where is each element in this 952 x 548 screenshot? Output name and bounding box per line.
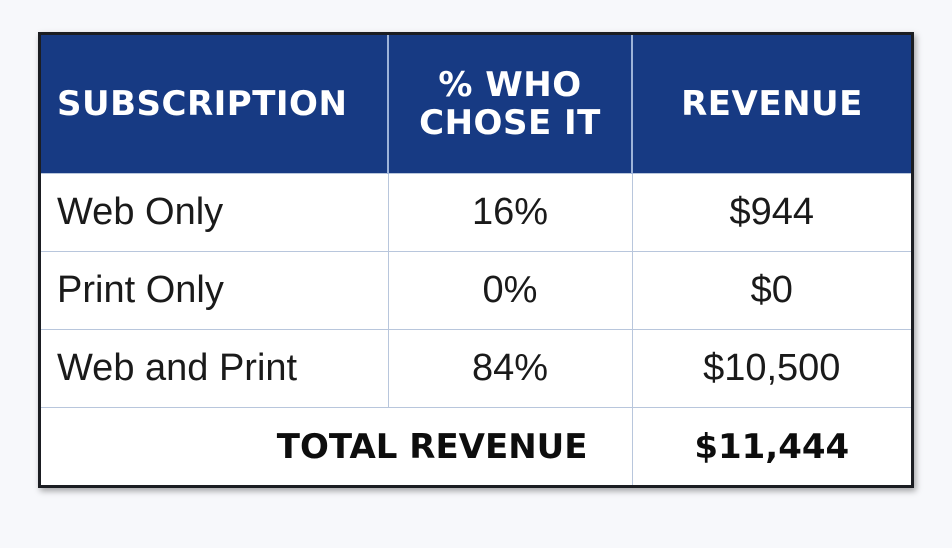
row-percent: 16% bbox=[388, 173, 633, 252]
header-row: SUBSCRIPTION % WHO CHOSE IT REVENUE bbox=[41, 35, 911, 174]
row-percent: 84% bbox=[388, 329, 633, 408]
header-subscription: SUBSCRIPTION bbox=[41, 35, 389, 174]
table-row: Web Only 16% $944 bbox=[41, 173, 911, 252]
row-revenue: $0 bbox=[632, 251, 911, 330]
revenue-table-frame: SUBSCRIPTION % WHO CHOSE IT REVENUE Web … bbox=[38, 32, 914, 488]
row-percent: 0% bbox=[388, 251, 633, 330]
table-row: Web and Print 84% $10,500 bbox=[41, 329, 911, 408]
total-revenue-label: TOTAL REVENUE bbox=[41, 407, 633, 485]
subscription-revenue-table: SUBSCRIPTION % WHO CHOSE IT REVENUE Web … bbox=[41, 35, 911, 485]
row-revenue: $944 bbox=[632, 173, 911, 252]
header-revenue: REVENUE bbox=[632, 35, 911, 174]
row-subscription: Web and Print bbox=[41, 329, 389, 408]
total-row: TOTAL REVENUE $11,444 bbox=[41, 407, 911, 485]
table-row: Print Only 0% $0 bbox=[41, 251, 911, 330]
header-percent: % WHO CHOSE IT bbox=[388, 35, 633, 174]
row-revenue: $10,500 bbox=[632, 329, 911, 408]
total-revenue-value: $11,444 bbox=[632, 407, 911, 485]
row-subscription: Print Only bbox=[41, 251, 389, 330]
row-subscription: Web Only bbox=[41, 173, 389, 252]
